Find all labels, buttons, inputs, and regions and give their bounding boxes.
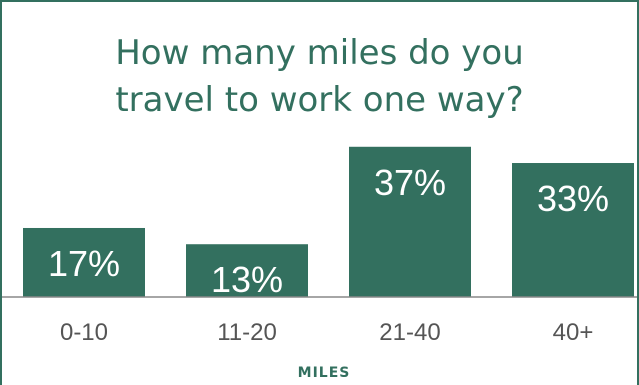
bar-11-20: [186, 244, 308, 297]
bars-layer: [23, 146, 634, 297]
labels-layer: 17% 0-10 13% 11-20 37% 21-40 33% 40+: [48, 162, 609, 346]
data-label-11-20: 13%: [211, 259, 283, 300]
data-label-40+: 33%: [537, 178, 609, 219]
bar-21-40: [349, 146, 471, 297]
x-tick-label-40+: 40+: [553, 319, 594, 346]
chart-title: How many miles do you travel to work one…: [115, 33, 524, 120]
x-tick-label-11-20: 11-20: [217, 319, 277, 346]
bar-0-10: [23, 227, 145, 297]
x-tick-label-0-10: 0-10: [60, 319, 108, 346]
data-label-21-40: 37%: [374, 162, 446, 203]
x-tick-label-21-40: 21-40: [379, 319, 440, 346]
x-axis-title: MILES: [298, 365, 351, 381]
bar-40+: [512, 163, 634, 297]
data-label-0-10: 17%: [48, 243, 120, 284]
